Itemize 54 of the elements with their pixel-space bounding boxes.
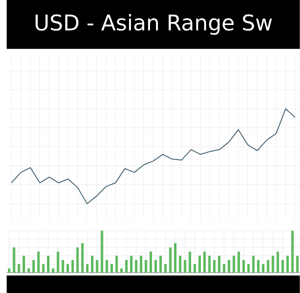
bar: [238, 252, 240, 273]
bar: [76, 247, 79, 273]
bar: [8, 268, 10, 273]
chart-title: USD - Asian Range Sw: [36, 14, 272, 35]
bar: [174, 243, 176, 273]
bar: [178, 256, 182, 273]
bar: [86, 264, 89, 273]
bar: [272, 256, 274, 273]
bar: [96, 260, 98, 273]
bar: [37, 252, 40, 273]
bar: [286, 256, 289, 273]
bar: [203, 252, 206, 273]
bar: [71, 260, 74, 273]
bar: [276, 252, 280, 273]
bar: [242, 260, 245, 273]
bar: [159, 256, 162, 273]
bar: [232, 256, 236, 273]
bar: [144, 260, 148, 273]
bar: [62, 260, 64, 273]
bar: [208, 256, 211, 273]
bar: [52, 268, 54, 273]
bar: [266, 260, 270, 273]
bar: [218, 256, 220, 273]
bar: [213, 260, 216, 273]
bar: [281, 260, 284, 273]
bar: [257, 260, 260, 273]
bar: [296, 256, 299, 273]
bar: [134, 260, 138, 273]
bar: [188, 252, 192, 273]
bar: [106, 260, 108, 273]
bar: [47, 256, 50, 273]
bar: [90, 256, 94, 273]
bar: [81, 243, 84, 273]
bar: [169, 247, 172, 273]
bar: [198, 256, 201, 273]
bar: [262, 264, 264, 273]
bar: [42, 264, 45, 273]
bar: [100, 230, 104, 273]
bar: [32, 260, 35, 273]
bar: [110, 264, 113, 273]
bar: [27, 268, 30, 273]
bar: [18, 264, 20, 273]
bar: [22, 256, 26, 273]
bar: [66, 264, 69, 273]
bar: [130, 256, 132, 273]
bar: [150, 252, 152, 273]
bar: [12, 247, 16, 273]
bar: [154, 260, 157, 273]
bar: [125, 260, 128, 273]
bar: [252, 256, 255, 273]
bar: [194, 264, 196, 273]
bar: [222, 264, 226, 273]
bar: [140, 256, 142, 273]
bar: [115, 256, 118, 273]
